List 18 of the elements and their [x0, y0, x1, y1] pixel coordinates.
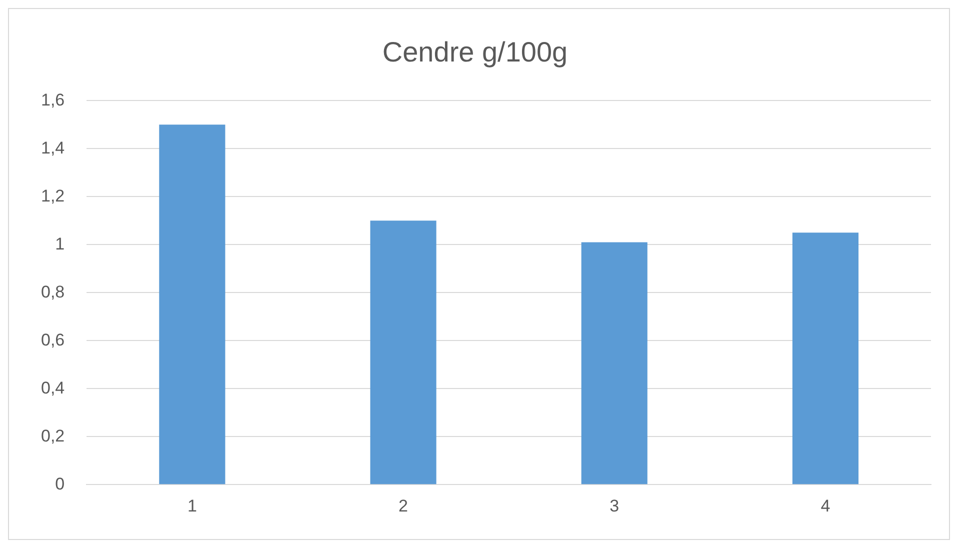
y-tick-label: 0: [55, 474, 65, 494]
chart-title: Cendre g/100g: [382, 36, 568, 68]
y-tick-label: 1: [55, 234, 65, 254]
x-tick-label: 2: [398, 496, 408, 516]
y-tick-label: 0,4: [40, 378, 65, 398]
bar: [581, 242, 648, 484]
y-tick-label: 1,4: [40, 138, 65, 158]
y-tick-label: 0,6: [40, 330, 65, 350]
x-tick-label: 4: [820, 496, 830, 516]
bar: [792, 232, 858, 484]
y-tick-label: 0,2: [40, 426, 65, 446]
bar: [370, 220, 436, 484]
x-tick-label: 3: [610, 496, 620, 516]
y-tick-label: 0,8: [40, 282, 65, 302]
y-tick-label: 1,6: [40, 90, 65, 110]
bar: [159, 124, 226, 484]
x-tick-label: 1: [187, 496, 197, 516]
y-tick-label: 1,2: [40, 186, 65, 206]
